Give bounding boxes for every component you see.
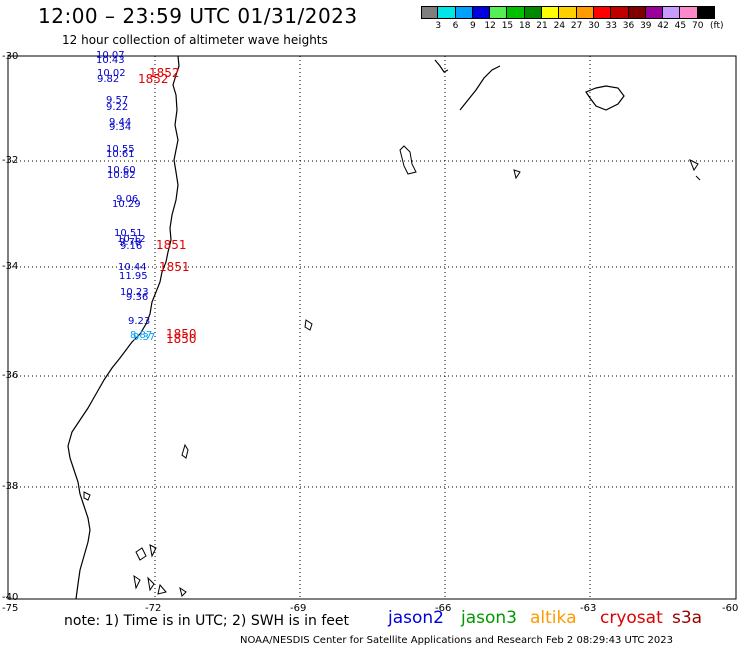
lake [181,443,189,459]
wave-label: 9.36 [126,292,149,303]
wave-label: 10.07 [96,50,125,61]
lat-label: -34 [2,261,19,272]
time-label: 1850 [166,327,197,341]
lat-label: -32 [2,155,19,166]
wave-label: 9.82 [97,74,120,85]
color-swatch [472,6,491,19]
legend-altika: altika [530,608,577,628]
scale-label: 12 [484,21,496,31]
color-swatch [611,6,629,19]
coastline-chile [67,55,180,600]
scale-label: 15 [501,21,514,31]
color-swatch [593,6,612,19]
wave-label: 10.23 [120,287,149,298]
scale-label: 6 [452,21,459,31]
scale-label: 21 [536,21,548,31]
legend-cryosat: cryosat [600,608,663,628]
wave-label: 10.43 [96,55,125,66]
map-frame [7,55,737,600]
lat-label: -36 [2,370,19,381]
lon-label: -60 [722,603,739,614]
scale-label: 39 [640,21,652,31]
scale-label: 45 [674,21,687,31]
coastline-argentina [434,59,625,111]
lat-label: -40 [2,592,19,603]
color-swatch [524,6,543,19]
scale-label: 24 [553,21,566,31]
color-scale-bar [421,6,716,19]
graticule [8,56,736,599]
lon-label: -66 [435,603,452,614]
wave-label: 10.61 [106,149,135,160]
color-swatch [490,6,508,19]
wave-label: 9.06 [116,194,139,205]
wave-label: 10.60 [107,165,136,176]
scale-unit: (ft) [710,21,724,31]
wave-label: 9.23 [128,316,151,327]
scale-label: 9 [469,21,476,31]
legend-s3a: s3a [672,608,703,628]
time-label: 1852 [138,72,169,86]
wave-label: 9.37 [133,332,156,343]
color-swatch [697,6,716,19]
map-subtitle: 12 hour collection of altimeter wave hei… [62,33,328,47]
scale-label: 42 [657,21,669,31]
time-label: 1850 [166,332,197,346]
footer-credit: NOAA/NESDIS Center for Satellite Applica… [240,635,673,646]
wave-label: 10.44 [118,262,147,273]
color-swatch [628,6,646,19]
wave-label: 9.16 [120,241,143,252]
color-swatch [507,6,525,19]
time-label: 1851 [159,260,190,274]
wave-label: 9.44 [109,117,132,128]
time-label: 1852 [149,66,180,80]
legend-jason3: jason3 [461,608,517,628]
color-swatch [680,6,698,19]
map-title: 12:00 – 23:59 UTC 01/31/2023 [38,4,358,28]
wave-label: 10.12 [117,234,146,245]
chiloe-islands [83,491,187,597]
lat-label: -30 [2,51,19,62]
wave-label: 11.95 [119,271,148,282]
wave-label: 9.57 [106,95,129,106]
lat-label: -38 [2,481,19,492]
wave-label: 10.29 [112,199,141,210]
color-scale-labels: 3 6 9 12 15 18 21 24 27 30 33 36 39 42 45 70 [421,21,706,31]
scale-label: 18 [519,21,531,31]
small-lake [304,319,313,331]
color-swatch [421,6,439,19]
scale-label: 27 [570,21,583,31]
lon-label: -63 [580,603,597,614]
color-swatch [438,6,456,19]
scale-label: 36 [622,21,635,31]
wave-label: 10.55 [106,144,135,155]
scale-label: 70 [691,21,704,31]
color-swatch [455,6,473,19]
scale-label: 3 [435,21,442,31]
legend-jason2: jason2 [388,608,444,628]
scale-label: 30 [588,21,600,31]
color-swatch [576,6,594,19]
lon-label: -72 [145,603,162,614]
wave-label: 9.22 [106,102,129,113]
color-swatch [559,6,577,19]
wave-label: 8.87 [130,330,153,341]
lon-label: -69 [290,603,307,614]
scale-label: 33 [605,21,617,31]
lon-label: -75 [2,603,19,614]
time-label: 1851 [156,238,187,252]
color-swatch [663,6,681,19]
color-swatch [542,6,560,19]
color-swatch [645,6,664,19]
wave-label: 10.02 [97,68,126,79]
wave-label: 9.34 [109,122,132,133]
lagoon [399,145,701,181]
wave-label: 9.78 [119,237,142,248]
wave-label: 10.82 [107,170,136,181]
footer-note: note: 1) Time is in UTC; 2) SWH is in fe… [64,613,350,629]
wave-label: 10.51 [114,228,143,239]
